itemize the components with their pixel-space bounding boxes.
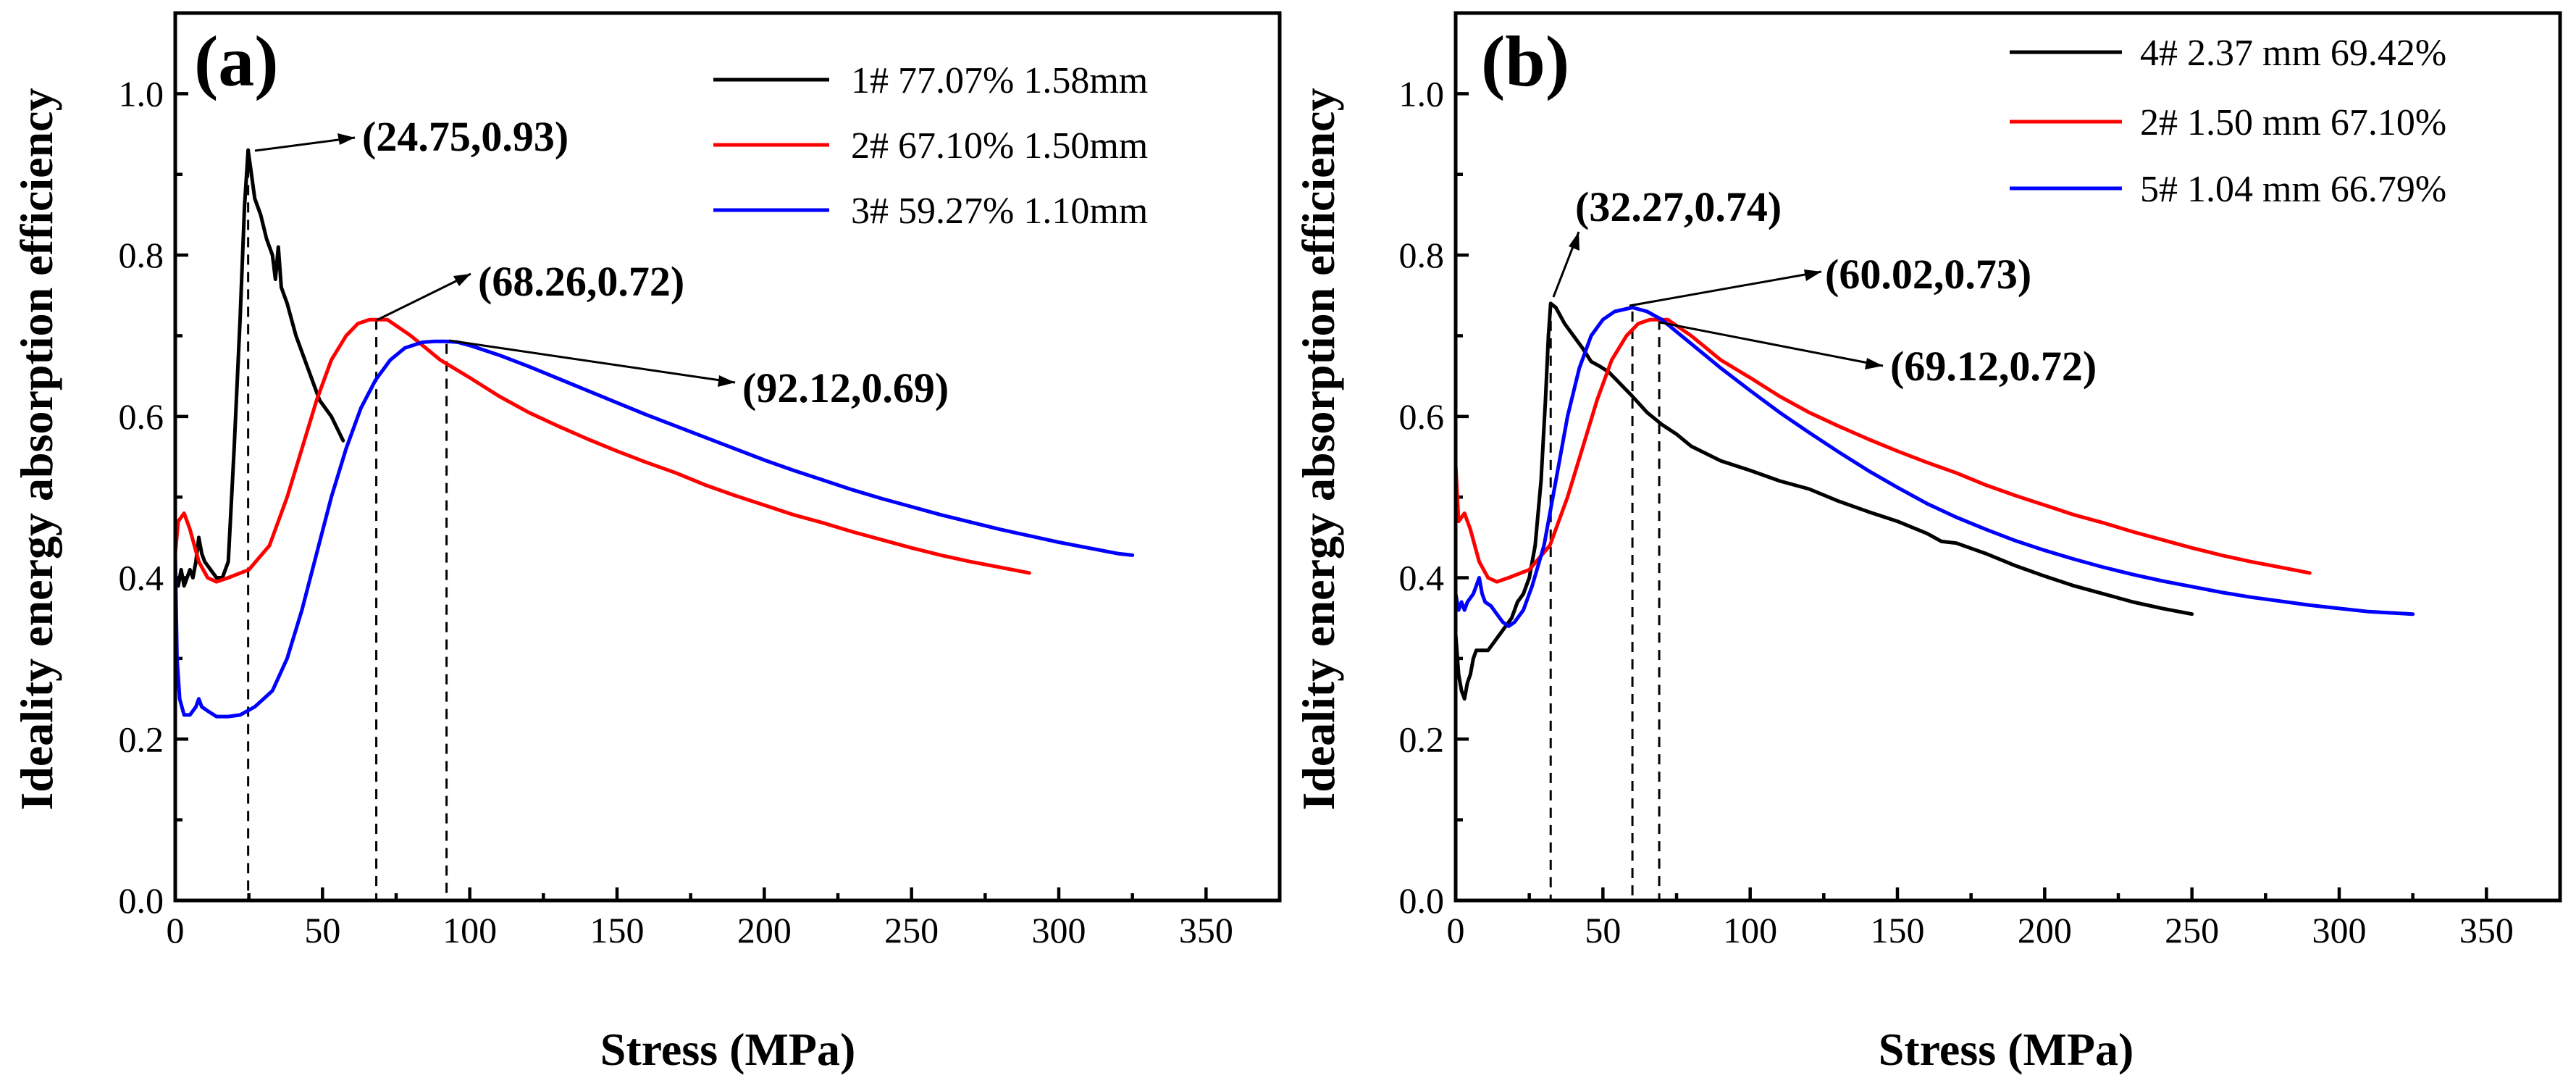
- peak-guides-b: [1549, 303, 1661, 900]
- axis-ticks-b: 0 50 100 150 200 250 300 350 0.0 0.2 0.4 0.6 0.8 1.0: [1399, 11, 2514, 950]
- annotation-arrow: [376, 272, 471, 322]
- y-tick-label: 0.2: [1399, 719, 1445, 759]
- y-tick-label: 0.6: [119, 396, 164, 437]
- legend-b: 4# 2.37 mm 69.42% 2# 1.50 mm 67.10% 5# 1…: [2010, 33, 2446, 210]
- x-axis-label-a: Stress (MPa): [600, 1024, 856, 1075]
- annotations-b: (32.27,0.74) (60.02,0.73) (69.12,0.72): [1552, 183, 2097, 390]
- arrowhead: [1865, 358, 1883, 369]
- plot-frame-b: [1453, 11, 2562, 903]
- legend-a: 1# 77.07% 1.58mm 2# 67.10% 1.50mm 3# 59.…: [713, 60, 1148, 232]
- x-tick-label: 200: [737, 910, 792, 950]
- legend-label-3: 3# 59.27% 1.10mm: [851, 191, 1148, 232]
- arrowhead: [1804, 269, 1821, 281]
- panel-label-a: (a): [194, 21, 279, 101]
- annotation-arrow: [448, 339, 736, 384]
- x-tick-label: 0: [1447, 910, 1465, 950]
- y-tick-label: 0.2: [119, 719, 164, 759]
- x-tick-label: 100: [1723, 910, 1777, 950]
- y-tick-label: 0.6: [1399, 396, 1445, 437]
- chart-panel-a: Ideality energy absorption efficiency St…: [11, 11, 1282, 1075]
- panel-label-b: (b): [1481, 21, 1569, 101]
- x-tick-label: 350: [2459, 910, 2514, 950]
- annotation-label: (60.02,0.73): [1825, 251, 2031, 298]
- x-tick-label: 150: [590, 910, 645, 950]
- y-tick-label: 0.4: [1399, 558, 1445, 598]
- x-tick-label: 100: [442, 910, 497, 950]
- arrowhead: [1569, 232, 1579, 251]
- x-tick-label: 50: [304, 910, 340, 950]
- y-tick-label: 1.0: [1399, 73, 1445, 114]
- series-line-1: [1453, 301, 2194, 701]
- arrowhead: [718, 375, 735, 387]
- axis-ticks-a: 0 50 100 150 200 250 300 350 0.0 0.2 0.4 0.6 0.8 1.0: [119, 11, 1233, 950]
- x-tick-label: 50: [1585, 910, 1621, 950]
- x-tick-label: 0: [167, 910, 185, 950]
- annotation-arrow: [1629, 270, 1822, 307]
- legend-label-2: 2# 1.50 mm 67.10%: [2140, 102, 2446, 143]
- plot-frame-a: [173, 11, 1282, 903]
- legend-label-3: 5# 1.04 mm 66.79%: [2140, 169, 2446, 210]
- series-line-1: [173, 148, 345, 588]
- arrowhead: [453, 274, 471, 286]
- y-tick-label: 0.4: [119, 558, 164, 598]
- y-tick-label: 0.8: [119, 235, 164, 275]
- annotations-a: (24.75,0.93) (68.26,0.72) (92.12,0.69): [254, 113, 949, 411]
- y-tick-label: 0.0: [119, 880, 164, 921]
- x-tick-label: 250: [2165, 910, 2219, 950]
- x-axis-label-b: Stress (MPa): [1879, 1024, 2134, 1075]
- annotation-arrow: [254, 136, 356, 152]
- annotation-label: (68.26,0.72): [478, 258, 684, 305]
- series-line-3: [173, 339, 1135, 719]
- y-tick-label: 0.0: [1399, 880, 1445, 921]
- annotation-label: (32.27,0.74): [1575, 183, 1782, 230]
- data-lines-a: [173, 148, 1135, 719]
- y-tick-label: 0.8: [1399, 235, 1445, 275]
- chart-panel-b: Ideality energy absorption efficiency St…: [1293, 11, 2562, 1075]
- annotation-label: (24.75,0.93): [362, 113, 569, 160]
- legend-label-1: 4# 2.37 mm 69.42%: [2140, 33, 2446, 74]
- x-tick-label: 300: [2312, 910, 2367, 950]
- x-tick-label: 250: [884, 910, 939, 950]
- y-tick-label: 1.0: [119, 73, 164, 114]
- x-tick-label: 200: [2018, 910, 2072, 950]
- series-line-2: [173, 317, 1031, 584]
- arrowhead: [337, 133, 355, 145]
- x-tick-label: 150: [1871, 910, 1925, 950]
- peak-guides-a: [247, 150, 448, 900]
- x-tick-label: 300: [1032, 910, 1086, 950]
- y-axis-label-b: Ideality energy absorption efficiency: [1293, 88, 1344, 810]
- data-lines-b: [1453, 301, 2415, 701]
- series-line-3: [1453, 306, 2415, 628]
- x-tick-label: 350: [1179, 910, 1233, 950]
- legend-label-2: 2# 67.10% 1.50mm: [851, 125, 1148, 167]
- annotation-label: (69.12,0.72): [1890, 343, 2097, 390]
- y-axis-label-a: Ideality energy absorption efficiency: [11, 88, 62, 810]
- legend-label-1: 1# 77.07% 1.58mm: [851, 60, 1148, 101]
- annotation-label: (92.12,0.69): [742, 364, 949, 411]
- series-line-2: [1453, 317, 2312, 584]
- annotation-arrow: [1659, 321, 1884, 367]
